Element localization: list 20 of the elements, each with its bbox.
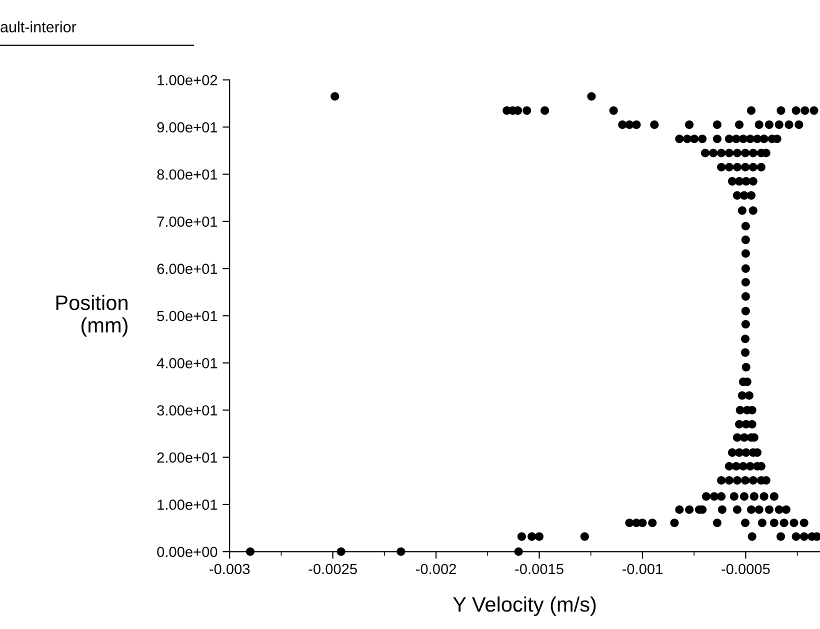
y-tick-label: 6.00e+01 xyxy=(157,264,218,274)
y-tick-label: 3.00e+01 xyxy=(157,405,218,416)
y-tick-label: 5.00e+01 xyxy=(157,310,218,322)
text: ault-interior xyxy=(0,21,76,32)
y-axis-title: Position (mm) xyxy=(56,294,128,337)
y-tick-label: 4.00e+01 xyxy=(156,358,218,368)
x-axis-title: Y Velocity (m/s) xyxy=(453,596,596,616)
x-tick-label: -0.0025 xyxy=(308,564,357,574)
y-tick-label: 8.00e+01 xyxy=(157,169,218,180)
y-tick-label: 2.00e+01 xyxy=(157,452,218,463)
y-tick-label: 9.00e+01 xyxy=(157,122,218,132)
x-tick-label: -0.003 xyxy=(210,564,250,574)
x-tick-label: -0.0005 xyxy=(722,564,770,574)
y-tick-label: 7.00e+01 xyxy=(157,216,218,227)
y-tick-label: 1.00e+01 xyxy=(158,500,218,510)
x-tick-label: -0.002 xyxy=(416,564,456,574)
y-tick-label: 1.00e+02 xyxy=(158,74,218,86)
x-tick-label: -0.001 xyxy=(622,564,662,574)
y-tick-label: 0.00e+00 xyxy=(157,546,218,558)
x-tick-label: -0.0015 xyxy=(515,564,564,574)
